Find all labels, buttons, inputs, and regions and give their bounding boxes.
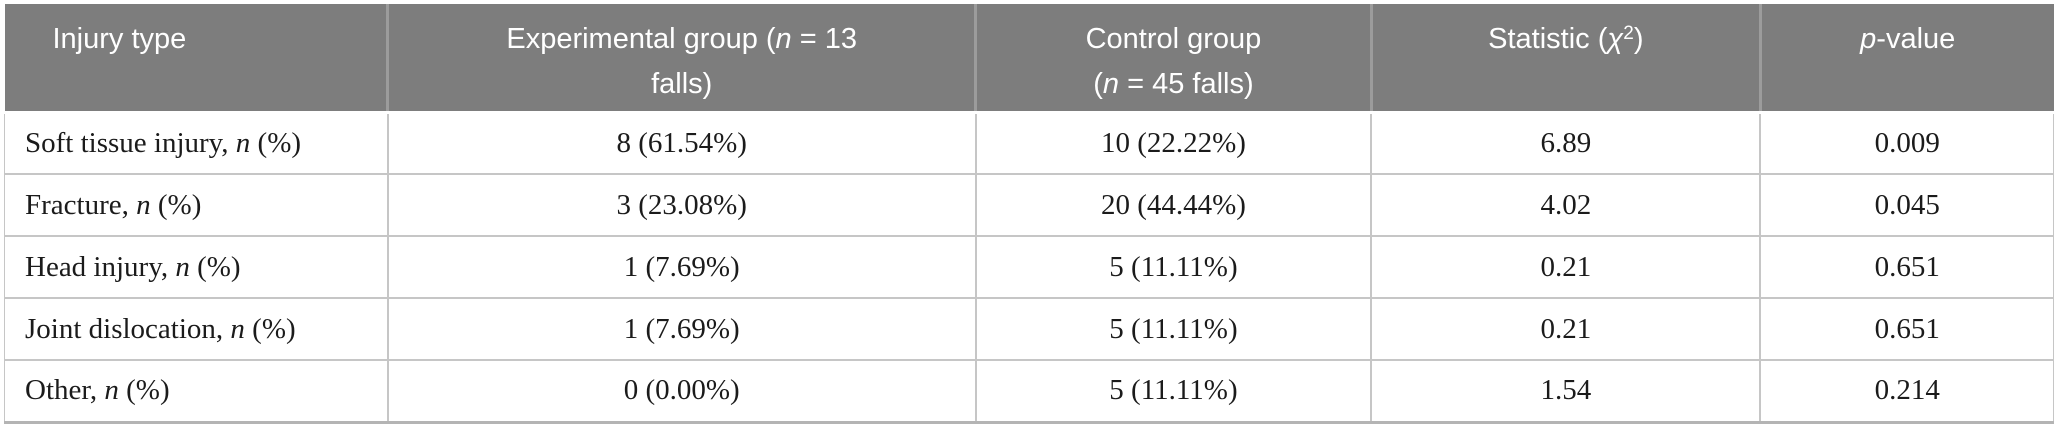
cell-control: 10 (22.22%) bbox=[974, 112, 1372, 174]
cell-control: 5 (11.11%) bbox=[974, 235, 1372, 298]
header-cell-experimental-group: Experimental group (n = 13 falls) bbox=[386, 4, 976, 114]
header-control-line2: (n = 45 falls) bbox=[1093, 68, 1254, 100]
cell-statistic: 4.02 bbox=[1370, 173, 1761, 236]
header-cell-p-value: p-value bbox=[1758, 4, 2054, 114]
cell-experimental: 3 (23.08%) bbox=[386, 173, 976, 236]
cell-experimental: 8 (61.54%) bbox=[386, 112, 976, 174]
cell-control: 5 (11.11%) bbox=[974, 297, 1372, 360]
table-header: Injury type Experimental group (n = 13 f… bbox=[4, 4, 2054, 114]
cell-p-value: 0.214 bbox=[1759, 359, 2055, 424]
n-symbol: n bbox=[775, 23, 792, 55]
n-symbol: n bbox=[230, 312, 245, 345]
cell-p-value: 0.651 bbox=[1759, 235, 2055, 298]
n-symbol: n bbox=[104, 374, 119, 407]
header-experimental-line2: falls) bbox=[651, 68, 713, 100]
cell-experimental: 1 (7.69%) bbox=[386, 235, 976, 298]
table-row-joint-dislocation: Joint dislocation, n (%) 1 (7.69%) 5 (11… bbox=[3, 297, 2055, 360]
cell-p-value: 0.009 bbox=[1759, 112, 2055, 174]
n-symbol: n bbox=[175, 250, 190, 283]
row-label: Other, n (%) bbox=[3, 359, 388, 424]
n-symbol: n bbox=[136, 188, 151, 221]
chi-superscript: 2 bbox=[1623, 23, 1634, 45]
header-row: Injury type Experimental group (n = 13 f… bbox=[4, 4, 2054, 114]
row-label: Soft tissue injury, n (%) bbox=[3, 112, 388, 174]
cell-statistic: 0.21 bbox=[1370, 297, 1761, 360]
header-injury-type-label: Injury type bbox=[52, 23, 187, 55]
p-symbol: p bbox=[1860, 23, 1877, 55]
n-symbol: n bbox=[235, 126, 251, 159]
header-control-line1: Control group bbox=[1085, 23, 1262, 55]
chi-symbol: χ bbox=[1607, 23, 1624, 55]
table-body: Soft tissue injury, n (%) 8 (61.54%) 10 … bbox=[3, 112, 2055, 424]
cell-statistic: 0.21 bbox=[1370, 235, 1761, 298]
cell-p-value: 0.045 bbox=[1759, 173, 2055, 236]
table-row-fracture: Fracture, n (%) 3 (23.08%) 20 (44.44%) 4… bbox=[3, 173, 2055, 236]
header-cell-control-group: Control group (n = 45 falls) bbox=[974, 4, 1372, 114]
table-row-soft-tissue-injury: Soft tissue injury, n (%) 8 (61.54%) 10 … bbox=[3, 112, 2055, 174]
header-cell-statistic: Statistic (χ2) bbox=[1369, 4, 1761, 114]
cell-statistic: 1.54 bbox=[1370, 359, 1761, 424]
row-label: Fracture, n (%) bbox=[3, 173, 388, 236]
cell-control: 20 (44.44%) bbox=[974, 173, 1372, 236]
cell-control: 5 (11.11%) bbox=[974, 359, 1372, 424]
n-symbol: n bbox=[1102, 68, 1120, 100]
row-label: Joint dislocation, n (%) bbox=[3, 297, 388, 360]
injury-statistics-table: Injury type Experimental group (n = 13 f… bbox=[3, 4, 2055, 424]
cell-experimental: 1 (7.69%) bbox=[386, 297, 976, 360]
cell-statistic: 6.89 bbox=[1370, 112, 1761, 174]
table-row-head-injury: Head injury, n (%) 1 (7.69%) 5 (11.11%) … bbox=[3, 235, 2055, 298]
cell-p-value: 0.651 bbox=[1759, 297, 2055, 360]
row-label: Head injury, n (%) bbox=[3, 235, 388, 298]
table-row-other: Other, n (%) 0 (0.00%) 5 (11.11%) 1.54 0… bbox=[3, 359, 2055, 424]
cell-experimental: 0 (0.00%) bbox=[386, 359, 976, 424]
header-experimental-line1: Experimental group (n = 13 bbox=[506, 23, 857, 55]
header-cell-injury-type: Injury type bbox=[4, 4, 388, 114]
